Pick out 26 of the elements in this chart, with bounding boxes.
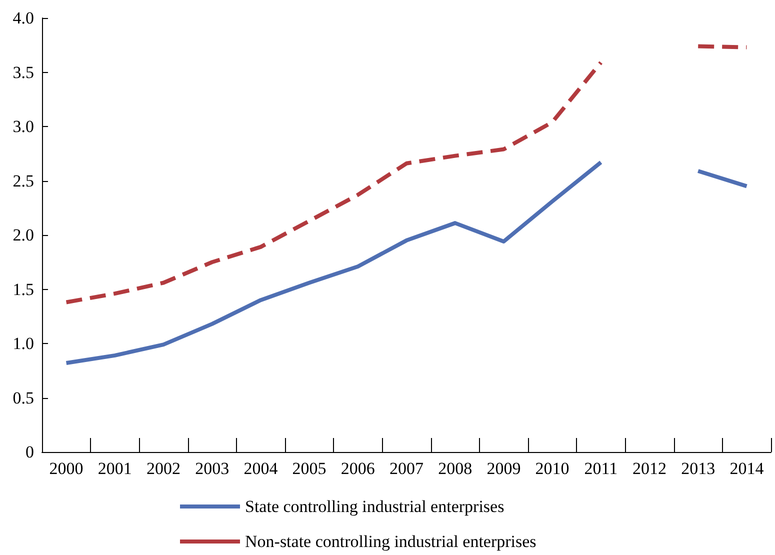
y-tick-label: 1.0 <box>12 334 34 353</box>
x-tick-label: 2013 <box>681 459 716 478</box>
x-tick-label: 2008 <box>438 459 472 478</box>
legend-label: Non-state controlling industrial enterprises <box>245 532 536 551</box>
x-tick-label: 2000 <box>49 459 84 478</box>
x-tick-label: 2005 <box>292 459 326 478</box>
x-tick-label: 2009 <box>486 459 521 478</box>
x-tick-label: 2001 <box>98 459 132 478</box>
x-tick-label: 2006 <box>340 459 375 478</box>
x-tick-label: 2011 <box>584 459 618 478</box>
x-tick-label: 2003 <box>195 459 230 478</box>
x-tick-label: 2012 <box>632 459 666 478</box>
x-tick-label: 2010 <box>535 459 570 478</box>
legend-label: State controlling industrial enterprises <box>245 497 504 516</box>
y-tick-label: 1.5 <box>12 280 34 299</box>
x-tick-label: 2002 <box>146 459 180 478</box>
y-tick-label: 2.0 <box>12 226 34 244</box>
x-tick-label: 2014 <box>730 459 764 478</box>
x-tick-label: 2004 <box>244 459 278 478</box>
y-tick-label: 0 <box>26 442 34 462</box>
y-tick-label: 2.5 <box>12 171 34 190</box>
y-tick-label: 4.0 <box>12 8 34 28</box>
x-tick-label: 2007 <box>390 459 424 478</box>
y-tick-label: 0.5 <box>12 388 34 408</box>
y-tick-label: 3.0 <box>12 117 34 136</box>
y-tick-label: 3.5 <box>12 62 34 82</box>
